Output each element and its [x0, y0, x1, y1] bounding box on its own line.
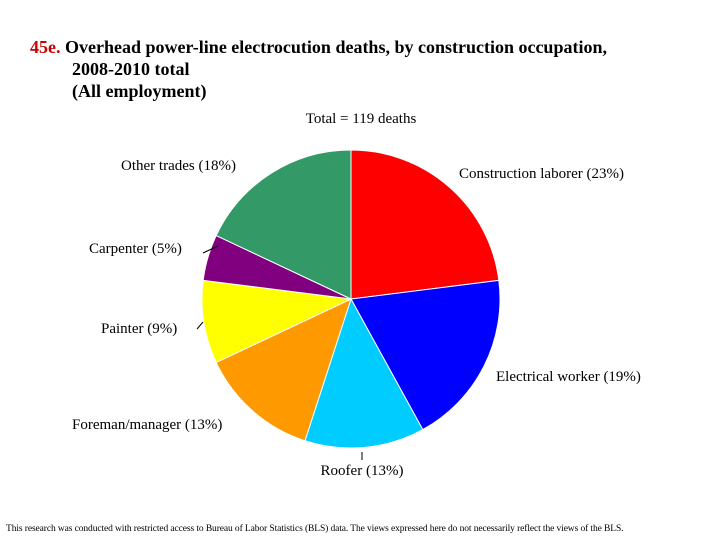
title-line-3: (All employment): [72, 81, 207, 101]
pie-slice-5: [201, 279, 353, 364]
slice-label-5: Painter (9%): [101, 321, 177, 337]
chart-subtitle: Total = 119 deaths: [306, 111, 417, 127]
pie-slice-1: [350, 149, 500, 300]
slice-label-1: Construction laborer (23%): [459, 166, 624, 182]
chart-number: 45e.: [30, 37, 61, 57]
slice-label-2: Electrical worker (19%): [496, 369, 641, 385]
pie-slices: [201, 149, 501, 449]
pie-slice-4: [215, 298, 352, 442]
pie-slice-2: [350, 279, 501, 431]
slice-label-4: Foreman/manager (13%): [72, 417, 222, 433]
slice-label-7: Other trades (18%): [121, 158, 236, 174]
title-line-2: 2008-2010 total: [72, 59, 190, 79]
leader-line-5: [196, 321, 204, 330]
footnote: This research was conducted with restric…: [6, 524, 624, 534]
chart-title: 45e. Overhead power-line electrocution d…: [30, 36, 710, 102]
slice-label-3: Roofer (13%): [321, 463, 404, 479]
pie-slice-7: [215, 149, 352, 300]
slice-labels: Construction laborer (23%) Electrical wor…: [72, 158, 641, 479]
leader-lines: [196, 245, 363, 460]
title-line-1: Overhead power-line electrocution deaths…: [65, 37, 607, 57]
slice-label-6: Carpenter (5%): [89, 241, 182, 257]
leader-line-6: [202, 245, 219, 254]
pie-slice-3: [304, 297, 424, 449]
